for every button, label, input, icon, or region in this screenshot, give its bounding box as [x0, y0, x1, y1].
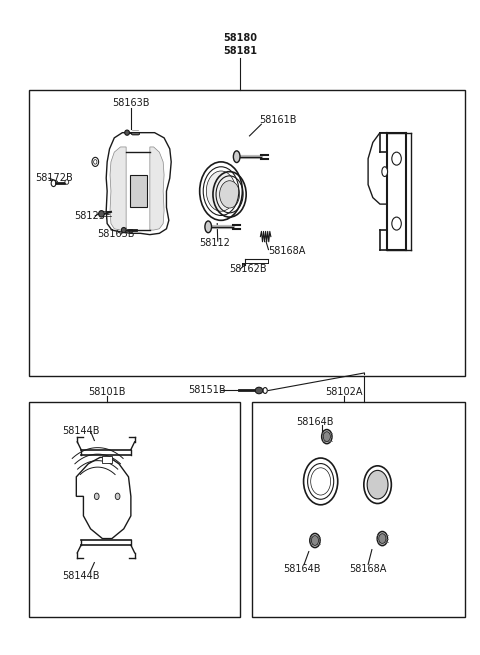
Text: 58163B: 58163B	[97, 229, 135, 239]
Ellipse shape	[312, 536, 319, 546]
Text: 58164B: 58164B	[296, 417, 334, 426]
Polygon shape	[106, 133, 171, 234]
Ellipse shape	[367, 470, 388, 499]
FancyBboxPatch shape	[387, 133, 406, 250]
Ellipse shape	[51, 180, 56, 187]
Ellipse shape	[115, 493, 120, 500]
FancyBboxPatch shape	[102, 456, 112, 462]
Text: 58125F: 58125F	[74, 211, 110, 221]
Polygon shape	[76, 457, 131, 538]
Ellipse shape	[95, 493, 99, 500]
Ellipse shape	[233, 151, 240, 162]
Text: 58164B: 58164B	[283, 564, 320, 574]
Ellipse shape	[121, 227, 126, 233]
Ellipse shape	[310, 533, 320, 548]
Ellipse shape	[98, 211, 104, 217]
Text: 58172B: 58172B	[35, 173, 73, 183]
Ellipse shape	[219, 181, 240, 208]
Ellipse shape	[206, 171, 236, 212]
Text: 58102A: 58102A	[325, 388, 363, 398]
Text: 58161B: 58161B	[259, 115, 297, 124]
Text: 58168A: 58168A	[268, 246, 306, 256]
Ellipse shape	[379, 534, 386, 544]
Text: 58162B: 58162B	[229, 264, 267, 274]
Ellipse shape	[323, 432, 330, 441]
Ellipse shape	[125, 130, 130, 136]
FancyBboxPatch shape	[130, 175, 146, 208]
Ellipse shape	[255, 387, 263, 394]
Polygon shape	[110, 147, 126, 230]
Text: 58181: 58181	[223, 47, 257, 56]
Ellipse shape	[205, 221, 212, 233]
Polygon shape	[150, 147, 164, 230]
Text: 58101B: 58101B	[88, 388, 126, 398]
Ellipse shape	[377, 531, 387, 546]
Text: 58151B: 58151B	[188, 386, 226, 396]
Text: 58163B: 58163B	[112, 98, 150, 109]
Text: 58144B: 58144B	[62, 571, 99, 580]
Text: 58144B: 58144B	[62, 426, 99, 436]
Text: 58112: 58112	[200, 238, 230, 248]
Ellipse shape	[392, 152, 401, 165]
Polygon shape	[368, 133, 387, 204]
Ellipse shape	[382, 167, 387, 176]
Ellipse shape	[308, 464, 334, 499]
Ellipse shape	[65, 179, 69, 184]
Ellipse shape	[322, 430, 332, 443]
Text: 58180: 58180	[223, 33, 257, 43]
Text: 58168A: 58168A	[349, 564, 386, 574]
Ellipse shape	[392, 217, 401, 230]
